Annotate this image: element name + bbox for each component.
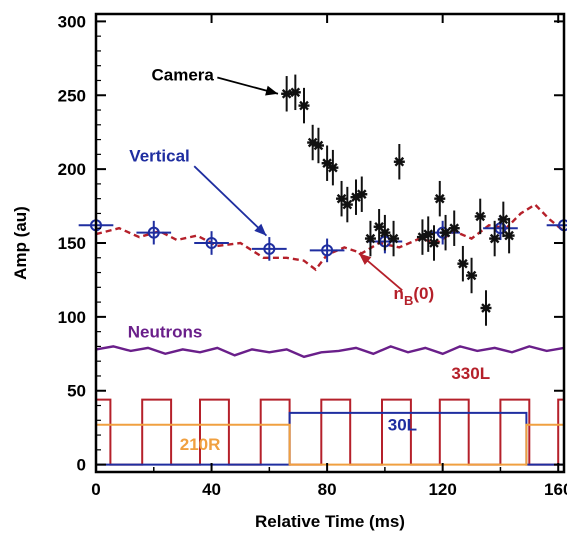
camera-marker-d2 xyxy=(466,270,477,281)
camera-point xyxy=(440,214,452,251)
vertical-marker xyxy=(147,226,160,239)
camera-marker-d2 xyxy=(307,137,318,148)
nb0-annotation: nB(0) xyxy=(394,284,435,308)
nb0-label-sub: B xyxy=(404,293,413,308)
x-tick-label: 120 xyxy=(428,480,456,499)
camera-marker-d2 xyxy=(458,258,468,269)
camera-marker-d2 xyxy=(356,189,367,200)
camera-marker-d2 xyxy=(429,238,439,248)
camera-point xyxy=(497,201,509,238)
line-series xyxy=(95,203,565,359)
camera-point xyxy=(503,217,515,254)
camera-marker-d2 xyxy=(342,199,353,210)
camera-point xyxy=(448,210,460,246)
camera-marker-d2 xyxy=(328,162,338,173)
y-tick-label: 100 xyxy=(58,308,86,327)
camera-point xyxy=(336,180,348,217)
camera-point xyxy=(428,225,440,261)
camera-marker-d2 xyxy=(475,211,486,222)
camera-marker-d2 xyxy=(434,193,445,204)
y-tick-label: 50 xyxy=(67,382,86,401)
nb0-label-main: n xyxy=(394,284,404,303)
vertical-point xyxy=(309,238,345,263)
camera-point xyxy=(457,245,469,282)
y-tick-label: 150 xyxy=(58,234,86,253)
arrow-vertical-head xyxy=(254,223,267,236)
arrow-camera-head xyxy=(265,85,278,96)
camera-marker-d2 xyxy=(504,230,514,241)
y-tick-label: 200 xyxy=(58,160,86,179)
camera-point xyxy=(289,74,301,111)
vertical-marker xyxy=(321,244,334,257)
camera-marker-d2 xyxy=(380,227,390,238)
camera-marker-d2 xyxy=(313,140,324,151)
camera-marker-d2 xyxy=(322,158,332,169)
vertical-annotation: Vertical xyxy=(129,147,190,166)
camera-point xyxy=(489,220,501,257)
camera-series xyxy=(281,74,515,326)
camera-point xyxy=(379,214,391,251)
camera-point xyxy=(298,87,310,124)
camera-point xyxy=(466,257,478,294)
neutrons-line xyxy=(95,345,565,359)
camera-point xyxy=(341,186,353,223)
camera-marker-d2 xyxy=(423,229,434,239)
camera-marker-d2 xyxy=(290,87,301,98)
camera-point xyxy=(422,216,434,252)
camera-marker-d2 xyxy=(449,223,460,234)
arrow-nb-head xyxy=(358,253,372,265)
annotations: Camera Vertical nB(0) Neutrons 330L 30L … xyxy=(128,65,490,453)
vertical-point xyxy=(136,220,172,245)
y-tick-label: 300 xyxy=(58,12,86,31)
x-tick-label: 160 xyxy=(544,480,567,499)
camera-point xyxy=(434,180,446,217)
camera-point xyxy=(356,176,368,212)
pulse-30l-annotation: 30L xyxy=(388,416,417,435)
pulse-210r-annotation: 210R xyxy=(180,435,221,454)
camera-point xyxy=(480,290,492,326)
camera-marker-d2 xyxy=(440,227,451,238)
x-axis-title: Relative Time (ms) xyxy=(255,512,405,531)
camera-marker-d2 xyxy=(365,233,376,244)
camera-marker-d2 xyxy=(489,233,500,244)
camera-point xyxy=(321,145,333,181)
camera-point xyxy=(312,127,324,164)
y-tick-label: 250 xyxy=(58,86,86,105)
pulse-330l-annotation: 330L xyxy=(451,364,490,383)
camera-point xyxy=(393,144,405,180)
y-axis-title: Amp (au) xyxy=(11,206,30,280)
camera-point xyxy=(388,220,400,257)
pulse-traces xyxy=(96,398,564,466)
camera-marker-d2 xyxy=(374,221,384,232)
camera-point xyxy=(327,149,339,186)
pulse-trace-30l xyxy=(96,411,564,466)
camera-marker-d2 xyxy=(336,193,347,204)
vertical-point xyxy=(252,237,287,261)
x-tick-label: 80 xyxy=(318,480,337,499)
vertical-point xyxy=(194,231,229,255)
camera-point xyxy=(281,76,293,112)
pulse-trace-330l xyxy=(96,398,564,466)
pulse-trace-210r xyxy=(96,423,564,466)
camera-annotation: Camera xyxy=(151,65,214,84)
nb0-label-tail: (0) xyxy=(413,284,434,303)
nb0-line xyxy=(95,203,565,272)
x-tick-label: 40 xyxy=(202,480,221,499)
camera-marker-d2 xyxy=(299,100,309,111)
neutrons-annotation: Neutrons xyxy=(128,323,203,342)
vertical-marker xyxy=(263,242,276,255)
camera-marker-d2 xyxy=(281,88,292,99)
y-tick-label: 0 xyxy=(77,456,86,475)
vertical-arrow xyxy=(193,165,268,237)
camera-marker-d2 xyxy=(388,233,399,244)
axis-ticks: 0 40 80 120 160 0 50 100 150 200 250 300 xyxy=(58,12,567,499)
camera-marker-d2 xyxy=(394,156,405,167)
camera-marker-d2 xyxy=(498,214,509,225)
camera-point xyxy=(364,220,376,257)
camera-point xyxy=(474,198,486,235)
camera-marker-d2 xyxy=(481,303,491,313)
x-tick-label: 0 xyxy=(91,480,100,499)
vertical-marker xyxy=(205,237,218,249)
